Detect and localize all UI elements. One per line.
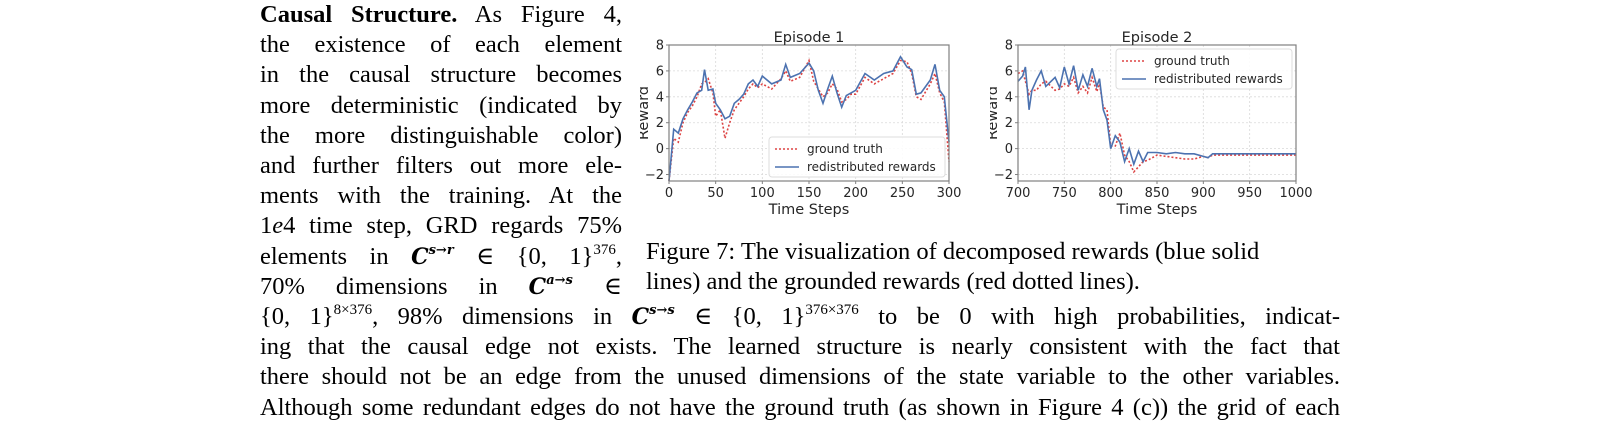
x-tick-label: 250	[890, 186, 915, 201]
y-tick-label: 8	[1005, 39, 1013, 54]
ground-truth-line	[1017, 69, 1296, 174]
text-line: and further filters out more ele-	[260, 151, 622, 179]
legend-label: ground truth	[807, 142, 883, 156]
chart-title: Episode 2	[1122, 30, 1193, 46]
legend-box	[1115, 48, 1293, 90]
redistributed-rewards-line	[668, 55, 950, 182]
caption-line: Figure 7: The visualization of decompose…	[646, 238, 1260, 265]
legend-label: redistributed rewards	[807, 160, 936, 174]
x-tick-label: 1000	[1279, 186, 1312, 201]
y-tick-label: −2	[645, 168, 664, 183]
x-tick-label: 900	[1191, 186, 1216, 201]
chart-episode-2: 700 750 800 850 900 950 1000 −2 0 2 4 6 8 Episode 2 Ti…	[985, 26, 1330, 231]
x-tick-label: 800	[1098, 186, 1123, 201]
y-tick-label: 6	[656, 64, 664, 79]
x-tick-label: 150	[797, 186, 822, 201]
x-tick-label: 750	[1052, 186, 1077, 201]
y-axis-label: Reward	[990, 86, 1001, 140]
y-tick-label: 4	[656, 90, 664, 105]
figure-caption: Figure 7: The visualization of decompose…	[646, 237, 1366, 297]
legend-box	[768, 136, 946, 178]
chart-svg: 700 750 800 850 900 950 1000 −2 0 2 4 6 8 Episode 2 Ti…	[985, 30, 1313, 218]
x-axis-label: Time Steps	[1116, 202, 1198, 218]
text-line: Although some redundant edges do not hav…	[260, 393, 1340, 421]
text-line: there should not be an edge from the unu…	[260, 363, 1340, 391]
text-line: {0, 1}8×376, 98% dimensions in Cs→s ∈ {0…	[260, 302, 1340, 331]
text-line: Causal Structure. As Figure 4,	[260, 1, 622, 28]
text-line: ments with the training. At the	[260, 182, 622, 210]
chart-title: Episode 1	[774, 30, 845, 46]
legend-label: ground truth	[1154, 54, 1230, 68]
math-causal-matrix: C	[631, 304, 650, 330]
text-line: 1e4 time step, GRD regards 75%	[260, 212, 622, 240]
text-line: in the causal structure becomes	[260, 61, 622, 89]
redistributed-rewards-line	[1017, 65, 1296, 167]
text-line: the existence of each element	[260, 31, 622, 59]
x-tick-label: 700	[1006, 186, 1031, 201]
x-tick-label: 950	[1237, 186, 1262, 201]
text-line: the more distinguishable color)	[260, 121, 622, 149]
x-tick-label: 100	[750, 186, 775, 201]
caption-line: lines) and the grounded rewards (red dot…	[646, 268, 1140, 295]
y-tick-label: 2	[656, 116, 664, 131]
text-line: more deterministic (indicated by	[260, 91, 622, 119]
legend: ground truth redistributed rewards	[768, 136, 946, 178]
legend-label: redistributed rewards	[1154, 72, 1283, 86]
text-line: ing that the causal edge not exists. The…	[260, 333, 1340, 361]
x-tick-label: 200	[843, 186, 868, 201]
x-tick-label: 850	[1145, 186, 1170, 201]
math-causal-matrix: C	[528, 273, 547, 300]
x-axis-label: Time Steps	[768, 202, 850, 218]
y-axis-label: Reward	[640, 86, 652, 140]
text-line: 70% dimensions in Ca→s ∈	[260, 272, 622, 300]
x-tick-label: 300	[937, 186, 962, 201]
y-tick-label: 0	[1005, 142, 1013, 157]
y-tick-label: 8	[656, 39, 664, 54]
math-causal-matrix: C	[411, 243, 429, 270]
text-line: elements in Cs→r ∈ {0, 1}376,	[260, 241, 623, 270]
y-tick-label: 6	[1005, 64, 1013, 79]
legend: ground truth redistributed rewards	[1115, 48, 1293, 90]
y-tick-label: 2	[1005, 116, 1013, 131]
x-tick-label: 0	[665, 186, 673, 201]
section-heading: Causal Structure.	[260, 1, 458, 28]
left-column-paragraph: Causal Structure. As Figure 4, the exist…	[260, 0, 622, 302]
y-tick-label: 4	[1005, 90, 1013, 105]
y-tick-label: 0	[656, 142, 664, 157]
y-tick-label: −2	[994, 168, 1013, 183]
chart-episode-1: 0 50 100 150 200 250 300 −2 0 2 4 6 8 Episode 1 Time S…	[636, 26, 980, 231]
x-tick-label: 50	[707, 186, 724, 201]
